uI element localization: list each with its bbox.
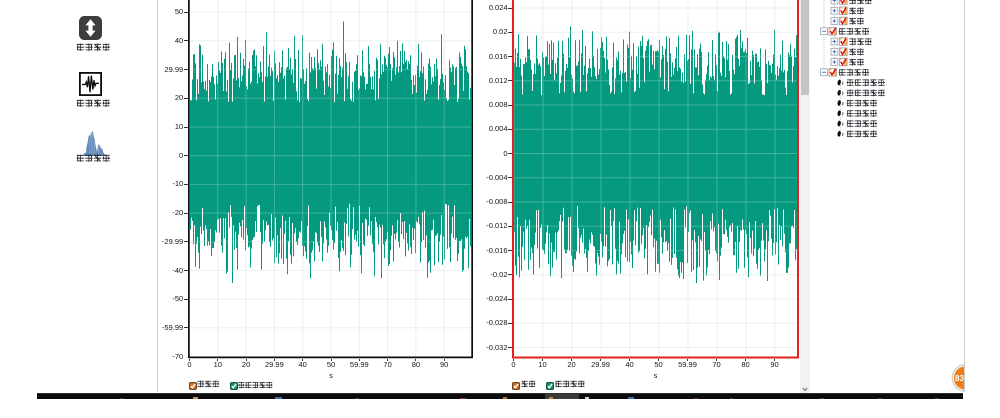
svg-text:83: 83	[955, 374, 964, 383]
